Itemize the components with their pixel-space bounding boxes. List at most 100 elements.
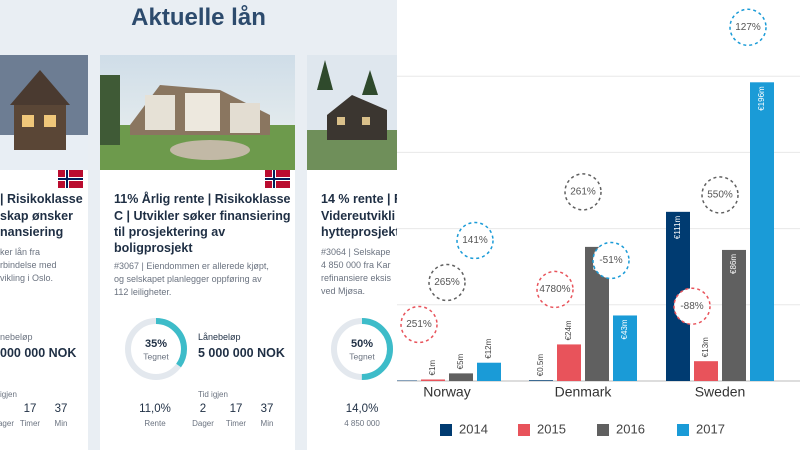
ring-caption: Tegnet (143, 351, 169, 361)
rate-label: Rente (144, 419, 166, 428)
chart: Norway €1m 251% €5m 265% €12m 141% Denmark €0.5m… (397, 0, 800, 450)
card-desc: 4 850 000 fra Kar (321, 260, 391, 270)
ring-label: 50% (351, 338, 373, 350)
time-value: 37 (260, 403, 274, 415)
bar (477, 362, 501, 381)
legend-swatch (518, 424, 530, 436)
amount: 5 000 000 NOK (198, 346, 285, 360)
card-desc: ker lån fra (0, 247, 41, 257)
growth-label: -51% (599, 255, 622, 266)
loan-card[interactable]: 11% Årlig rente | Risikoklasse C | Utvik… (100, 55, 295, 450)
value-label: €24m (564, 320, 573, 340)
rate: 14,0% (345, 403, 379, 415)
rate-label: 4 850 000 (344, 419, 380, 428)
time-value: 17 (23, 403, 37, 415)
growth-circle (428, 263, 466, 302)
amount-label: nebeløp (0, 332, 33, 342)
bar (750, 82, 774, 382)
header-title: Aktuelle lån (131, 4, 266, 31)
time-value: 2 (199, 403, 207, 415)
bar (449, 373, 473, 381)
growth-label: 127% (735, 22, 761, 33)
card-title: 14 % rente | R (321, 192, 397, 206)
growth-circle (701, 176, 739, 214)
growth-circle (729, 8, 767, 47)
card-title: til prosjektering av (114, 225, 226, 239)
legend-label: 2015 (537, 421, 566, 436)
flag-icon (265, 170, 290, 188)
time-unit: Min (260, 419, 274, 428)
progress-ring: 50%Tegnet (331, 318, 393, 380)
card-desc: ved Mjøsa. (321, 286, 366, 296)
growth-label: 141% (462, 235, 488, 246)
value-label: €111m (673, 216, 682, 240)
rate: 11,0% (139, 403, 171, 415)
card-desc: #3064 | Selskape (321, 247, 391, 257)
value-label: €86m (729, 254, 738, 274)
growth-circle (456, 221, 494, 260)
loan-card[interactable]: 14 % rente | R Videreutvikli hytteprosje… (307, 55, 397, 450)
bar (529, 380, 553, 381)
bar (557, 344, 581, 381)
growth-label: -88% (680, 301, 703, 312)
legend-label: 2014 (459, 421, 488, 436)
time-value: 37 (54, 403, 68, 415)
growth-circle (592, 241, 630, 280)
card-image (0, 55, 88, 170)
loan-card[interactable]: | Risikoklasse skap ønsker nansiering ke… (0, 55, 88, 450)
card-title: | Risikoklasse (0, 192, 83, 206)
growth-label: 4780% (539, 284, 570, 295)
card-title: 11% Årlig rente | Risikoklasse (114, 192, 291, 206)
card-image (307, 55, 397, 170)
card-desc: og selskapet planlegger oppføring av (114, 274, 262, 284)
legend-swatch (597, 424, 609, 436)
time-unit: Timer (19, 419, 41, 428)
ring-progress (125, 318, 187, 380)
card-desc: #3067 | Eiendommen er allerede kjøpt, (114, 261, 269, 271)
growth-circle (673, 287, 711, 325)
growth-label: 261% (570, 187, 596, 198)
value-label: €12m (484, 338, 493, 358)
card-desc: rbindelse med (0, 260, 57, 270)
time-label: igjen (0, 390, 17, 399)
card-title: nansiering (0, 225, 64, 239)
bar (694, 361, 718, 381)
growth-label: 251% (406, 319, 432, 330)
bar (613, 315, 637, 381)
card-title: boligprosjekt (114, 241, 193, 255)
value-label: €0.5m (536, 354, 545, 377)
card-desc: refinansiere eksis (321, 273, 392, 283)
card-title: skap ønsker (0, 209, 73, 223)
amount-label: Lånebeløp (198, 332, 241, 342)
x-tick-label: Denmark (555, 384, 613, 400)
value-label: €196m (757, 86, 766, 111)
legend-swatch (440, 424, 452, 436)
ring-caption: Tegnet (349, 351, 375, 361)
legend-label: 2016 (616, 421, 645, 436)
legend-swatch (677, 424, 689, 436)
legend-label: 2017 (696, 421, 725, 436)
progress-ring: 35%Tegnet (125, 318, 187, 380)
growth-label: 265% (434, 277, 460, 288)
ring-label: 35% (145, 338, 167, 350)
time-value: 17 (229, 403, 243, 415)
ring-progress (331, 318, 393, 380)
growth-label: 550% (707, 190, 733, 201)
flag-icon (58, 170, 83, 188)
value-label: €5m (456, 353, 465, 369)
card-title: hytteprosjekt (321, 225, 397, 239)
time-label: Tid igjen (198, 390, 228, 399)
bar (722, 249, 746, 381)
time-unit: Timer (225, 419, 247, 428)
value-label: €1m (428, 360, 437, 376)
time-unit: Dager (192, 419, 214, 428)
time-unit: ager (0, 419, 14, 428)
growth-circle (536, 270, 574, 309)
card-desc: vikling i Oslo. (0, 273, 54, 283)
growth-circle (564, 173, 602, 211)
bar (421, 379, 445, 381)
card-title: Videreutvikli (321, 209, 396, 223)
x-tick-label: Norway (423, 384, 470, 400)
value-label: €13m (701, 337, 710, 357)
